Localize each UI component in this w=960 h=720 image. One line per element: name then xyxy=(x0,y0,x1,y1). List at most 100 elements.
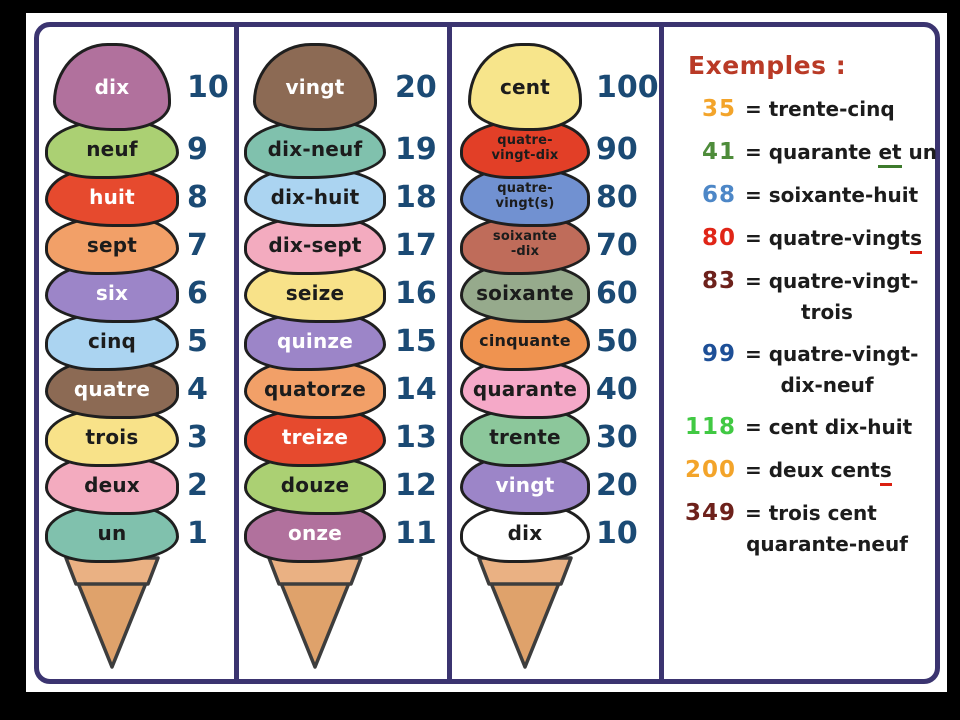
scoop-label: quatorze xyxy=(263,376,367,401)
example-item: 68 = soixante-huit xyxy=(680,182,937,208)
example-text: = quatre-vingts xyxy=(745,226,922,254)
scoop-label: vingt xyxy=(285,74,345,99)
numbers-column-teens: 20 19 18 17 16 15 14 13 12 11 xyxy=(395,43,437,563)
scoop-number: 9 xyxy=(187,131,208,167)
scoop-stack-tens: cent quatre- vingt-dix quatre- vingt(s) soi… xyxy=(460,43,590,675)
example-text: = soixante-huit xyxy=(745,183,918,207)
scoop-number: 20 xyxy=(596,467,638,503)
scoop-cinquante: cinquante xyxy=(460,311,590,371)
scoop-label: dix-sept xyxy=(268,232,362,257)
example-row: 41 = quarante et un xyxy=(680,139,937,168)
scoop-number: 5 xyxy=(187,323,208,359)
scoop-label: onze xyxy=(288,520,342,545)
scoop-number: 2 xyxy=(187,467,208,503)
scoop-number: 8 xyxy=(187,179,208,215)
example-row: 80 = quatre-vingts xyxy=(680,225,937,254)
example-number: 99 xyxy=(701,341,736,367)
ice-cream-cone xyxy=(256,553,374,675)
scoop-quarante: quarante xyxy=(460,359,590,419)
example-item: 349 = trois cent quarante-neuf xyxy=(680,500,937,556)
example-item: 41 = quarante et un xyxy=(680,139,937,168)
scoop-number: 11 xyxy=(395,515,437,551)
example-text: = deux cents xyxy=(745,458,892,486)
example-item: 83 = quatre-vingt-trois xyxy=(680,268,937,324)
underlined-word: s xyxy=(879,458,892,486)
text-segment: = soixante-huit xyxy=(745,183,919,207)
example-text: = quatre-vingt- xyxy=(745,342,918,366)
example-text: = cent dix-huit xyxy=(745,415,912,439)
scoop-number: 40 xyxy=(596,371,638,407)
scoop-number: 30 xyxy=(596,419,638,455)
ice-cream-cone xyxy=(466,553,584,675)
scoop-label: quatre- vingt(s) xyxy=(495,181,555,211)
scoop-label: deux xyxy=(84,472,140,497)
number-poster: dix neuf huit sept six cinq quatre trois deux un 1… xyxy=(34,22,940,684)
scoop-label: douze xyxy=(280,472,350,497)
scoop-treize: treize xyxy=(244,407,386,467)
text-segment: = cent dix-huit xyxy=(745,415,913,439)
cone-icon xyxy=(64,556,160,669)
underlined-word: et xyxy=(878,140,902,168)
underlined-word: s xyxy=(910,226,922,254)
example-continuation: trois xyxy=(801,300,853,324)
scoop-number: 7 xyxy=(187,227,208,263)
scoop-number: 50 xyxy=(596,323,638,359)
example-row: 35 = trente-cinq xyxy=(680,96,937,122)
scoop-number: 18 xyxy=(395,179,437,215)
scoop-label: sept xyxy=(86,232,138,257)
scoop-label: cent xyxy=(499,74,550,99)
example-number: 41 xyxy=(701,139,736,165)
scoop-label: quinze xyxy=(276,328,354,353)
scoop-number: 12 xyxy=(395,467,437,503)
scoop-label: six xyxy=(95,280,129,305)
numbers-column-tens: 100 90 80 70 60 50 40 30 20 10 xyxy=(596,43,659,563)
example-number: 35 xyxy=(701,96,736,122)
scoop-number: 13 xyxy=(395,419,437,455)
example-continuation: dix-neuf xyxy=(780,373,874,397)
scoop-number: 1 xyxy=(187,515,208,551)
text-segment: = trois cent xyxy=(745,501,877,525)
cone-icon xyxy=(267,556,363,669)
example-row: 200 = deux cents xyxy=(680,457,937,486)
example-item: 35 = trente-cinq xyxy=(680,96,937,122)
scoop-label: quarante xyxy=(472,376,578,401)
scoop-number: 90 xyxy=(596,131,638,167)
scoop-label: trois xyxy=(85,424,139,449)
scoop-number: 16 xyxy=(395,275,437,311)
scoop-label: neuf xyxy=(86,136,138,161)
scoop-number: 3 xyxy=(187,419,208,455)
example-text: = quatre-vingt- xyxy=(745,269,918,293)
scoop-number: 17 xyxy=(395,227,437,263)
poster-board: dix neuf huit sept six cinq quatre trois deux un 1… xyxy=(26,13,947,692)
example-text: = trois cent xyxy=(745,501,877,525)
text-segment: = quarante xyxy=(745,140,879,164)
example-row: 349 = trois cent xyxy=(680,500,937,526)
panel-teens: vingt dix-neuf dix-huit dix-sept seize quinze… xyxy=(239,27,452,679)
scoop-label: soixante -dix xyxy=(492,229,558,259)
example-text: = trente-cinq xyxy=(745,97,895,121)
scoop-trente: trente xyxy=(460,407,590,467)
scoop-label: treize xyxy=(281,424,349,449)
scoop-number: 10 xyxy=(187,69,229,105)
scoop-number: 70 xyxy=(596,227,638,263)
panel-examples: Exemples : 35 = trente-cinq 41 = quarante e… xyxy=(664,27,945,679)
cone-icon xyxy=(477,556,573,669)
panel-units: dix neuf huit sept six cinq quatre trois deux un 1… xyxy=(39,27,239,679)
example-item: 200 = deux cents xyxy=(680,457,937,486)
example-item: 99 = quatre-vingt-dix-neuf xyxy=(680,341,937,397)
scoop-label: dix xyxy=(507,520,543,545)
scoop-number: 19 xyxy=(395,131,437,167)
scoop-label: dix xyxy=(94,74,130,99)
scoop-label: vingt xyxy=(495,472,555,497)
example-number: 118 xyxy=(684,414,736,440)
text-segment: = trente-cinq xyxy=(745,97,895,121)
scoop-number: 4 xyxy=(187,371,208,407)
scoop-number: 15 xyxy=(395,323,437,359)
example-number: 349 xyxy=(684,500,736,526)
example-number: 68 xyxy=(701,182,736,208)
scoop-vingt: vingt xyxy=(252,43,378,131)
scoop-label: dix-neuf xyxy=(267,136,363,161)
text-segment: = quatre-vingt- xyxy=(745,269,919,293)
example-row: 68 = soixante-huit xyxy=(680,182,937,208)
scoop-number: 10 xyxy=(596,515,638,551)
